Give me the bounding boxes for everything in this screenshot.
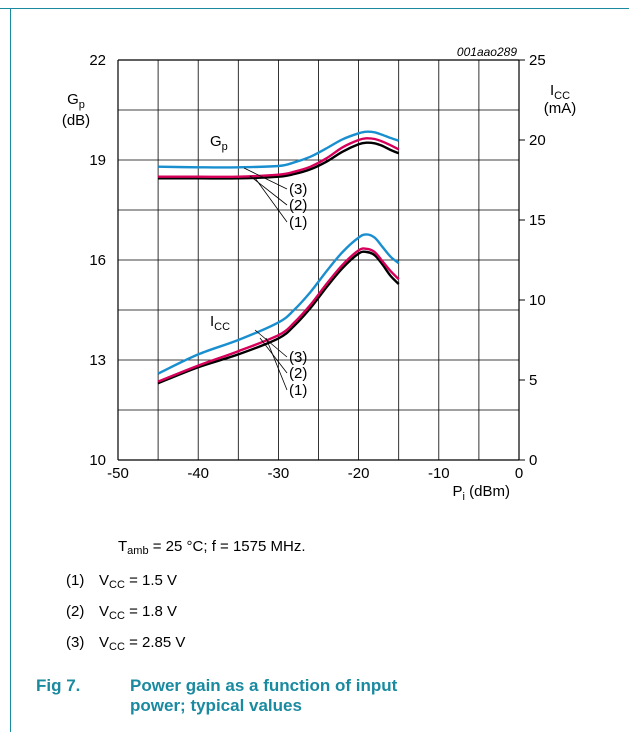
curves — [157, 130, 400, 385]
conditions-t-sub: amb — [127, 545, 149, 557]
curve-marker-2: (2) — [289, 197, 307, 214]
conditions-text: Tamb = 25 °C; f = 1575 MHz. — [118, 538, 306, 557]
conditions-rest: = 25 °C; f = 1575 MHz. — [148, 538, 306, 555]
legend-item-2: (2) VCC = 1.8 V — [66, 603, 178, 622]
y-left-tick-label: 13 — [89, 352, 106, 369]
y-left-axis-unit: (dB) — [62, 112, 90, 129]
leader-lines — [243, 167, 288, 391]
y-left-tick-label: 10 — [89, 452, 106, 469]
legend-value: = 1.5 V — [124, 572, 178, 589]
leader-line-1 — [265, 337, 288, 391]
y-right-tick-label: 20 — [529, 132, 546, 149]
icc-curve-2 — [157, 247, 400, 383]
leader-line-2 — [259, 337, 288, 374]
gp-curve-label: Gp — [210, 133, 228, 153]
leader-line-1 — [254, 177, 288, 223]
x-tick-label: -50 — [107, 465, 129, 482]
gp-curve-1 — [158, 141, 400, 180]
y-right-axis-label: ICC — [550, 82, 570, 102]
y-right-tick-label: 25 — [529, 52, 546, 69]
curve-marker-1: (1) — [289, 214, 307, 231]
icc-curve-1 — [157, 250, 400, 385]
grid-lines — [117, 59, 525, 461]
curve-marker-3: (3) — [289, 181, 307, 198]
legend-num: (3) — [66, 634, 85, 651]
leader-line-3 — [243, 167, 288, 190]
left-rule — [10, 8, 11, 732]
gp-curve-2 — [158, 137, 400, 179]
y-left-tick-label: 16 — [89, 252, 106, 269]
figure-title: Power gain as a function of input power;… — [130, 676, 398, 715]
curve-marker-3: (3) — [289, 349, 307, 366]
leader-line-3 — [254, 329, 288, 358]
legend-num: (1) — [66, 572, 85, 589]
x-tick-label: -40 — [187, 465, 209, 482]
y-left-tick-label: 19 — [89, 152, 106, 169]
axis-labels: -50 -40 -30 -20 -10 010131619220510152025Gp(d… — [62, 45, 576, 503]
y-right-axis-unit: (mA) — [544, 100, 577, 117]
x-axis-label: Pi (dBm) — [453, 483, 510, 503]
curve-marker-2: (2) — [289, 365, 307, 382]
chart: -50 -40 -30 -20 -10 010131619220510152025Gp(d… — [62, 45, 576, 503]
figure-number: Fig 7. — [36, 676, 81, 695]
legend-item-3: (3) VCC = 2.85 V — [66, 634, 186, 653]
top-rule — [0, 8, 629, 9]
figure-code: 001aao289 — [457, 45, 517, 59]
legend-value: = 2.85 V — [124, 634, 186, 651]
conditions-t: T — [118, 538, 128, 555]
legend-item-1: (1) VCC = 1.5 V — [66, 572, 178, 591]
y-right-tick-label: 10 — [529, 292, 546, 309]
x-tick-label: -30 — [268, 465, 290, 482]
leader-line-2 — [249, 175, 288, 206]
curve-marker-1: (1) — [289, 382, 307, 399]
x-tick-label: -20 — [348, 465, 370, 482]
y-right-tick-label: 5 — [529, 372, 537, 389]
icc-curve-3 — [157, 233, 400, 375]
x-tick-label: -10 — [428, 465, 450, 482]
gp-curve-3 — [158, 130, 400, 169]
y-left-axis-label: Gp — [67, 91, 85, 111]
legend-num: (2) — [66, 603, 85, 620]
icc-curve-label: ICC — [210, 313, 230, 333]
y-right-tick-label: 0 — [529, 452, 537, 469]
y-right-tick-label: 15 — [529, 212, 546, 229]
x-tick-label: 0 — [515, 465, 523, 482]
legend-value: = 1.8 V — [124, 603, 178, 620]
y-left-tick-label: 22 — [89, 52, 106, 69]
